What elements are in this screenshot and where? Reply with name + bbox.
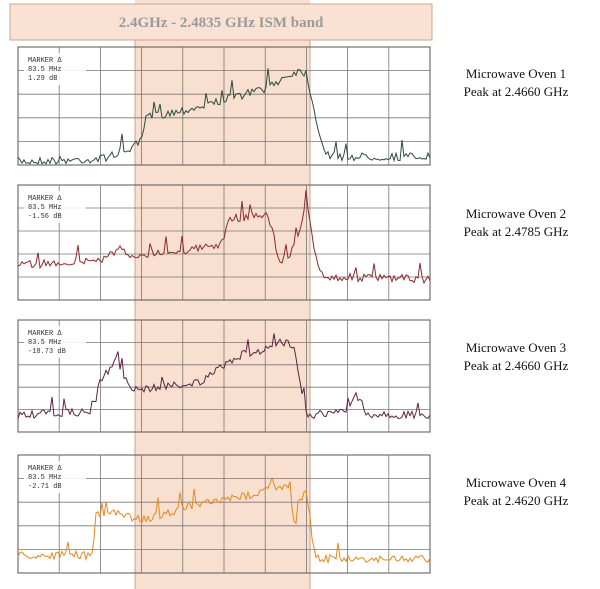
- spectrum-trace: [17, 68, 431, 165]
- marker-text: -18.73 dB: [28, 348, 66, 356]
- panel-label: Peak at 2.4785 GHz: [464, 224, 569, 239]
- marker-text: 83.5 MHz: [28, 204, 62, 212]
- panel-label: Microwave Oven 2: [466, 206, 566, 221]
- panel-label: Microwave Oven 3: [466, 340, 566, 355]
- marker-text: MARKER Δ: [28, 195, 62, 203]
- marker-box: [24, 461, 86, 493]
- spectrum-trace: [17, 476, 431, 565]
- panel-label: Peak at 2.4660 GHz: [464, 358, 569, 373]
- marker-box: [24, 53, 86, 85]
- marker-text: 83.5 MHz: [28, 339, 62, 347]
- panel-label: Peak at 2.4660 GHz: [464, 84, 569, 99]
- marker-text: 83.5 MHz: [28, 474, 62, 482]
- spectrum-trace: [17, 189, 431, 285]
- marker-text: 1.29 dB: [28, 75, 57, 83]
- marker-text: MARKER Δ: [28, 465, 62, 473]
- marker-text: 83.5 MHz: [28, 66, 62, 74]
- ism-band-shade: [135, 0, 310, 589]
- marker-text: MARKER Δ: [28, 330, 62, 338]
- band-label: 2.4GHz - 2.4835 GHz ISM band: [119, 15, 324, 31]
- panel-label: Microwave Oven 4: [466, 475, 567, 490]
- marker-text: -1.56 dB: [28, 213, 62, 221]
- marker-text: -2.71 dB: [28, 483, 62, 491]
- marker-box: [24, 191, 86, 223]
- marker-text: MARKER Δ: [28, 57, 62, 65]
- panel-label: Microwave Oven 1: [466, 66, 566, 81]
- band-header: [9, 3, 433, 41]
- panel-label: Peak at 2.4620 GHz: [464, 493, 569, 508]
- spectrum-trace: [17, 333, 431, 420]
- marker-box: [24, 326, 86, 358]
